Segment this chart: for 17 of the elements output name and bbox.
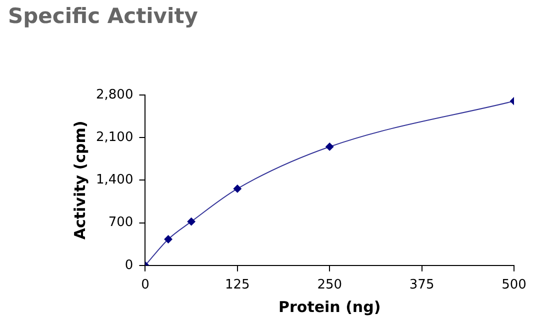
- x-tick-label: 250: [317, 278, 342, 293]
- x-tick-label: 0: [141, 278, 150, 293]
- y-tick-label: 2,800: [96, 87, 134, 102]
- point: [233, 184, 242, 193]
- point: [326, 142, 334, 151]
- x-tick-label: 375: [409, 278, 434, 293]
- y-axis-title: Activity (cpm): [70, 120, 89, 240]
- x-axis-title: Protein (ng): [278, 298, 381, 316]
- point: [164, 235, 172, 244]
- x-tick-label: 500: [502, 278, 526, 293]
- chart-title: Specific Activity: [8, 4, 198, 28]
- x-tick-label: 125: [225, 278, 250, 293]
- y-tick-label: 1,400: [96, 172, 134, 188]
- point: [187, 218, 196, 226]
- y-tick-label: 2,100: [96, 130, 134, 145]
- y-tick-label: 0: [124, 258, 134, 273]
- y-tick-label: 700: [108, 215, 134, 230]
